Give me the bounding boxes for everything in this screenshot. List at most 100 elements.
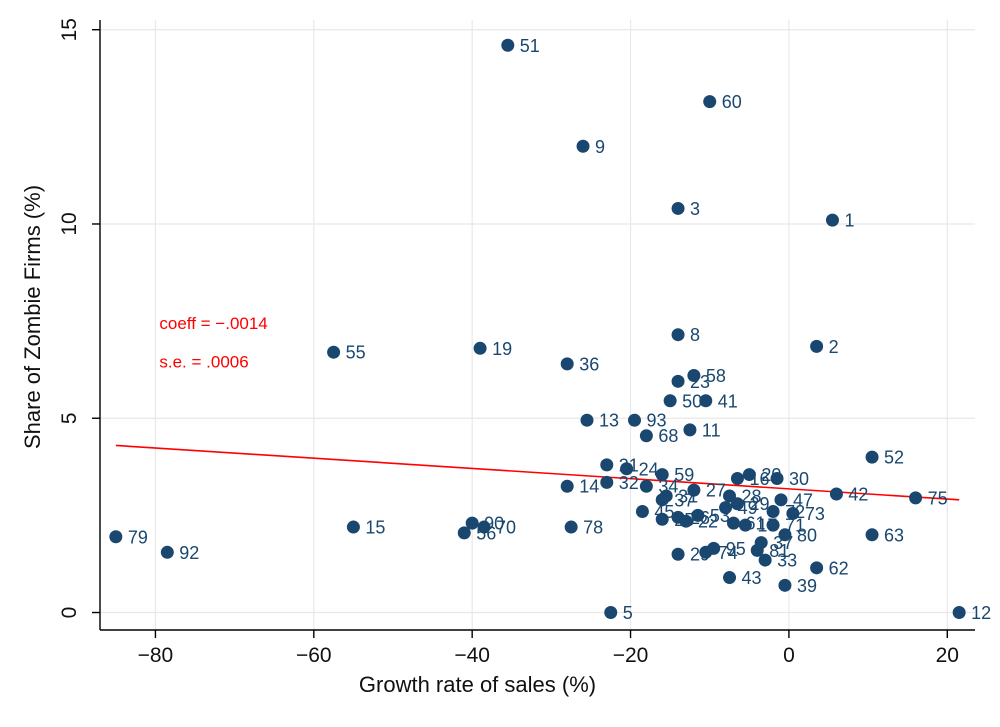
point-label: 28 bbox=[742, 486, 762, 506]
data-point bbox=[778, 578, 792, 592]
point-label: 12 bbox=[971, 603, 991, 623]
data-point bbox=[726, 516, 740, 530]
data-point bbox=[770, 471, 784, 485]
point-label: 36 bbox=[579, 354, 599, 374]
data-point bbox=[457, 526, 471, 540]
data-point bbox=[703, 95, 717, 109]
data-point bbox=[327, 345, 341, 359]
point-label: 73 bbox=[805, 504, 825, 524]
point-label: 17 bbox=[757, 516, 777, 536]
data-point bbox=[473, 341, 487, 355]
data-point bbox=[600, 458, 614, 472]
data-point bbox=[719, 501, 733, 515]
point-label: 55 bbox=[346, 343, 366, 363]
point-label: 20 bbox=[761, 465, 781, 485]
point-label: 93 bbox=[647, 411, 667, 431]
data-point bbox=[687, 369, 701, 383]
data-point bbox=[655, 468, 669, 482]
point-label: 42 bbox=[848, 485, 868, 505]
data-point bbox=[671, 328, 685, 342]
point-label: 2 bbox=[829, 337, 839, 357]
x-tick-label: −20 bbox=[613, 644, 649, 667]
point-label: 95 bbox=[726, 539, 746, 559]
data-point bbox=[620, 462, 634, 476]
point-label: 33 bbox=[777, 551, 797, 571]
point-label: 37 bbox=[674, 490, 694, 510]
point-label: 70 bbox=[496, 518, 516, 538]
point-label: 11 bbox=[702, 420, 721, 440]
data-point bbox=[604, 606, 618, 620]
data-point bbox=[786, 506, 800, 520]
data-point bbox=[691, 508, 705, 522]
point-label: 63 bbox=[884, 525, 904, 545]
point-label: 61 bbox=[745, 514, 765, 534]
point-label: 90 bbox=[484, 514, 504, 534]
data-point bbox=[730, 497, 744, 511]
data-point bbox=[477, 520, 491, 534]
point-label: 58 bbox=[706, 366, 726, 386]
data-point bbox=[560, 357, 574, 371]
data-point bbox=[829, 487, 843, 501]
point-label: 68 bbox=[658, 426, 678, 446]
data-point bbox=[865, 450, 879, 464]
data-point bbox=[865, 528, 879, 542]
annotations: coeff = −.0014 s.e. = .0006 bbox=[159, 314, 267, 372]
data-point bbox=[825, 213, 839, 227]
point-label: 72 bbox=[785, 502, 805, 522]
data-point bbox=[655, 493, 669, 507]
data-point bbox=[742, 468, 756, 482]
data-point bbox=[671, 547, 685, 561]
point-label: 80 bbox=[797, 525, 817, 545]
axes bbox=[99, 20, 975, 631]
point-label: 51 bbox=[520, 36, 540, 56]
data-point bbox=[576, 139, 590, 153]
data-point bbox=[501, 38, 515, 52]
point-label: 71 bbox=[785, 516, 805, 536]
point-label: 1 bbox=[844, 211, 854, 231]
y-tick-label: 15 bbox=[58, 18, 81, 41]
data-point bbox=[671, 201, 685, 215]
point-label: 3 bbox=[690, 199, 700, 219]
point-label: 29 bbox=[749, 494, 769, 514]
point-label: 37 bbox=[773, 533, 793, 553]
point-label: 43 bbox=[742, 568, 762, 588]
data-point bbox=[738, 518, 752, 532]
fit-line bbox=[115, 444, 960, 501]
point-label: 41 bbox=[718, 391, 738, 411]
data-point bbox=[663, 394, 677, 408]
point-label: 45 bbox=[654, 502, 674, 522]
point-label: 32 bbox=[619, 473, 639, 493]
data-point bbox=[810, 561, 824, 575]
data-point bbox=[560, 479, 574, 493]
data-point bbox=[160, 545, 174, 559]
data-point bbox=[639, 479, 653, 493]
point-label: 34 bbox=[658, 477, 678, 497]
data-point bbox=[655, 512, 669, 526]
data-point bbox=[699, 394, 713, 408]
point-label: 50 bbox=[682, 391, 702, 411]
fit-annotation: s.e. = .0006 bbox=[159, 353, 248, 372]
x-tick-label: −80 bbox=[138, 644, 174, 667]
point-label: 49 bbox=[738, 498, 758, 518]
data-point bbox=[109, 530, 123, 544]
data-point bbox=[683, 423, 697, 437]
point-label: 92 bbox=[179, 543, 199, 563]
point-label: 59 bbox=[674, 465, 694, 485]
y-tick-label: 0 bbox=[58, 607, 81, 619]
point-label: 81 bbox=[769, 541, 789, 561]
point-label: 23 bbox=[690, 372, 710, 392]
data-point bbox=[628, 413, 642, 427]
data-point bbox=[580, 413, 594, 427]
point-label: 21 bbox=[619, 455, 639, 475]
data-point bbox=[766, 518, 780, 532]
data-point bbox=[723, 571, 737, 585]
data-point bbox=[766, 504, 780, 518]
point-label: 78 bbox=[583, 518, 603, 538]
point-label: 75 bbox=[928, 488, 948, 508]
point-label: 26 bbox=[690, 508, 710, 528]
x-axis-title: Growth rate of sales (%) bbox=[359, 672, 596, 697]
y-tick-label: 5 bbox=[58, 412, 81, 424]
fit-annotation: coeff = −.0014 bbox=[159, 314, 267, 333]
